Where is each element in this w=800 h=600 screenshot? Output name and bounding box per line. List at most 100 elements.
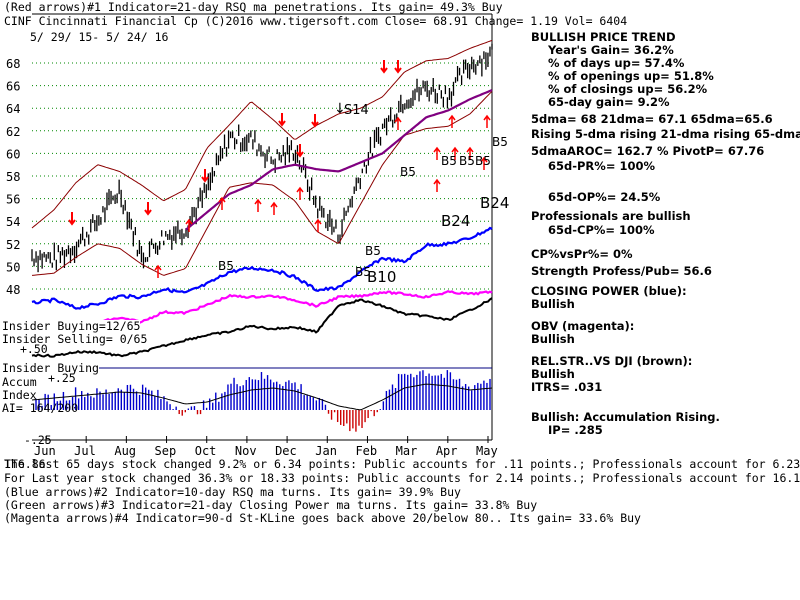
sell-arrow [144, 202, 152, 216]
footer-line-3: (Blue arrows)#2 Indicator=10-day RSQ ma … [4, 485, 461, 499]
relstr-label: REL.STR..VS DJI (brown): [531, 354, 693, 368]
footer-line-4: (Green arrows)#3 Indicator=21-day Closin… [4, 498, 538, 512]
insider-buying-label: Insider Buying [2, 361, 99, 375]
ma65-line [185, 89, 493, 231]
sell-arrow [380, 60, 388, 74]
footer-overlap: 1T6.86 [4, 457, 46, 471]
y-tick-label: 48 [6, 283, 20, 297]
relstr-line [31, 297, 493, 358]
sell-arrow [68, 212, 76, 226]
plus50-label: +.50 [20, 342, 48, 356]
buy-arrow [254, 198, 262, 212]
header-indicator-1: (Red arrows)#1 Indicator=21-day RSQ ma p… [4, 0, 503, 14]
buy-arrow [451, 146, 459, 160]
buy-arrow [154, 264, 162, 278]
accum-status: Bullish: Accumulation Rising. [531, 410, 720, 424]
axis-ticks: 68 66 64 62 60 58 56 54 52 50 48 Jun Jul Aug Sep Oct Nov… [6, 57, 498, 458]
aroc-pivot: 5dmaAROC= 162.7 % PivotP= 67.76 [531, 144, 765, 158]
x-tick-label: Sep [155, 444, 177, 458]
down-arrow-glyph: ↓ [334, 101, 346, 117]
header-ticker-line: CINF Cincinnati Financial Cp (C)2016 www… [4, 14, 628, 28]
cp-65d: 65d-CP%= 100% [548, 223, 655, 237]
sell-arrow [278, 113, 286, 127]
date-range: 5/ 29/ 15- 5/ 24/ 16 [30, 30, 169, 44]
professionals-bullish: Professionals are bullish [531, 209, 691, 223]
plus25-label: +.25 [48, 371, 76, 385]
trend-title: BULLISH PRICE TREND [531, 30, 676, 44]
x-tick-label: Oct [195, 444, 217, 458]
gain-65day: 65-day gain= 9.2% [548, 95, 670, 109]
x-tick-label: Mar [396, 444, 418, 458]
signal-b5-g: B5 [218, 259, 234, 273]
x-tick-label: Jan [315, 444, 337, 458]
y-tick-label: 54 [6, 215, 20, 229]
sell-arrow [201, 169, 209, 183]
signal-b24-top: B24 [480, 194, 510, 212]
buy-arrow [314, 218, 322, 232]
closing-power-status: Bullish [531, 297, 575, 311]
buy-arrow [270, 201, 278, 215]
obv-line [31, 289, 493, 332]
op-65d: 65d-OP%= 24.5% [548, 190, 661, 204]
ip-value: IP= .285 [548, 423, 603, 437]
sell-arrow [311, 114, 319, 128]
minus25-label: -.25 [24, 433, 52, 447]
signal-b5-c: B5 [459, 154, 475, 168]
footer-line-5: (Magenta arrows)#4 Indicator=90-d St-KLi… [4, 511, 641, 525]
buy-arrow [218, 196, 226, 210]
x-tick-label: Aug [114, 444, 136, 458]
x-tick-label: Jul [74, 444, 96, 458]
closings-up: % of closings up= 56.2% [548, 82, 708, 96]
signal-b24-mid: B24 [441, 212, 471, 230]
footer-line-1: The last 65 days stock changed 9.2% or 6… [4, 457, 800, 471]
index-label: Index [2, 388, 37, 402]
y-tick-label: 52 [6, 238, 20, 252]
buy-arrow [185, 218, 193, 232]
price-bars [31, 43, 493, 273]
buy-arrow [394, 116, 402, 130]
days-up: % of days up= 57.4% [548, 56, 685, 70]
y-tick-label: 68 [6, 57, 20, 71]
signal-b5-h: B5 [355, 265, 371, 279]
x-tick-label: May [476, 444, 498, 458]
upper-band-line [31, 39, 493, 229]
x-tick-label: Jun [34, 444, 56, 458]
lower-band-line [31, 90, 493, 276]
years-gain: Year's Gain= 36.2% [548, 43, 674, 57]
y-tick-label: 64 [6, 102, 20, 116]
buy-arrow [448, 114, 456, 128]
x-tick-label: Feb [355, 444, 377, 458]
signal-b5-b: B5 [441, 154, 457, 168]
signal-b5-f: B5 [365, 244, 381, 258]
pr-65d: 65d-PR%= 100% [548, 159, 655, 173]
ma-values: 5dma= 68 21dma= 67.1 65dma=65.6 [531, 112, 773, 126]
obv-status: Bullish [531, 332, 575, 346]
y-tick-label: 66 [6, 80, 20, 94]
strength-profess: Strength Profess/Pub= 56.6 [531, 264, 712, 278]
buy-arrow [433, 178, 441, 192]
sell-arrow [296, 144, 304, 158]
relstr-status: Bullish [531, 367, 575, 381]
y-tick-label: 56 [6, 193, 20, 207]
buy-arrow [466, 146, 474, 160]
openings-up: % of openings up= 51.8% [548, 69, 714, 83]
x-tick-label: Apr [436, 444, 458, 458]
ai-label: AI= 164/200 [2, 401, 79, 415]
y-tick-label: 58 [6, 170, 20, 184]
buy-arrow [480, 156, 488, 170]
signal-b5-e: B5 [400, 165, 416, 179]
signal-arrows [68, 60, 491, 278]
obv-label: OBV (magenta): [531, 319, 635, 333]
insider-buying-count: Insider Buying=12/65 [2, 319, 141, 333]
x-tick-label: Dec [275, 444, 297, 458]
signal-b5-d: B5 [475, 154, 491, 168]
accum-label: Accum [2, 375, 37, 389]
footer-line-2: For Last year stock changed 36.3% or 18.… [4, 471, 800, 485]
accumulation-histogram [35, 370, 491, 432]
buy-arrow [433, 146, 441, 160]
y-tick-label: 62 [6, 125, 20, 139]
signal-s14: S14 [344, 103, 369, 118]
sell-arrow [394, 60, 402, 74]
